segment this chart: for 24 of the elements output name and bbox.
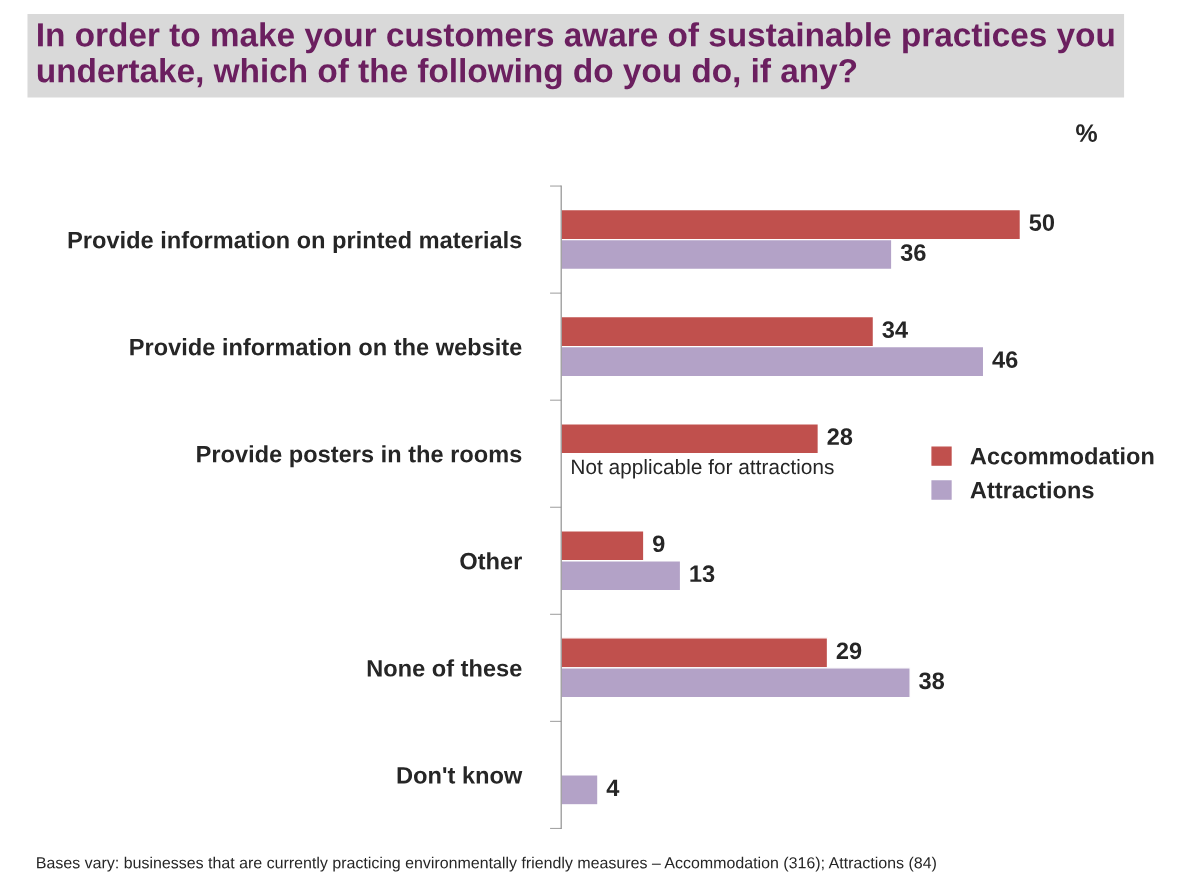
y-tick-label: Other: [460, 552, 522, 570]
legend-label: Attractions: [970, 481, 1094, 499]
y-tick-label: Provide information on printed materials: [68, 231, 522, 254]
data-label: 28: [827, 428, 853, 446]
y-tick-label: None of these: [367, 659, 522, 677]
legend-label: Accommodation: [970, 447, 1154, 465]
data-label: 50: [1029, 214, 1055, 231]
data-label: 29: [836, 642, 862, 660]
y-tick-label: Provide information on the website: [130, 338, 522, 356]
y-tick-label: Don't know: [397, 766, 523, 784]
data-label: 46: [992, 351, 1018, 368]
text: Bases vary: businesses that are currently practicing environmentally friendly measures – Accommodation (316); Attractions (84): [37, 856, 936, 872]
bar: [561, 774, 599, 806]
chart-title: In order to make your customers aware of sustainable practices you undertake, which of the following do you do, if any?: [37, 22, 1114, 90]
data-label: 34: [882, 321, 908, 339]
data-label: 4: [606, 779, 620, 796]
text: %: [1076, 124, 1097, 142]
y-tick-label: Provide posters in the rooms: [197, 445, 522, 468]
data-label: 9: [652, 535, 665, 553]
bar: [561, 423, 820, 455]
annotation: Not applicable for attractions: [572, 458, 834, 479]
data-label: 36: [900, 244, 926, 261]
data-label: 13: [690, 565, 715, 583]
data-label: 38: [919, 672, 945, 690]
